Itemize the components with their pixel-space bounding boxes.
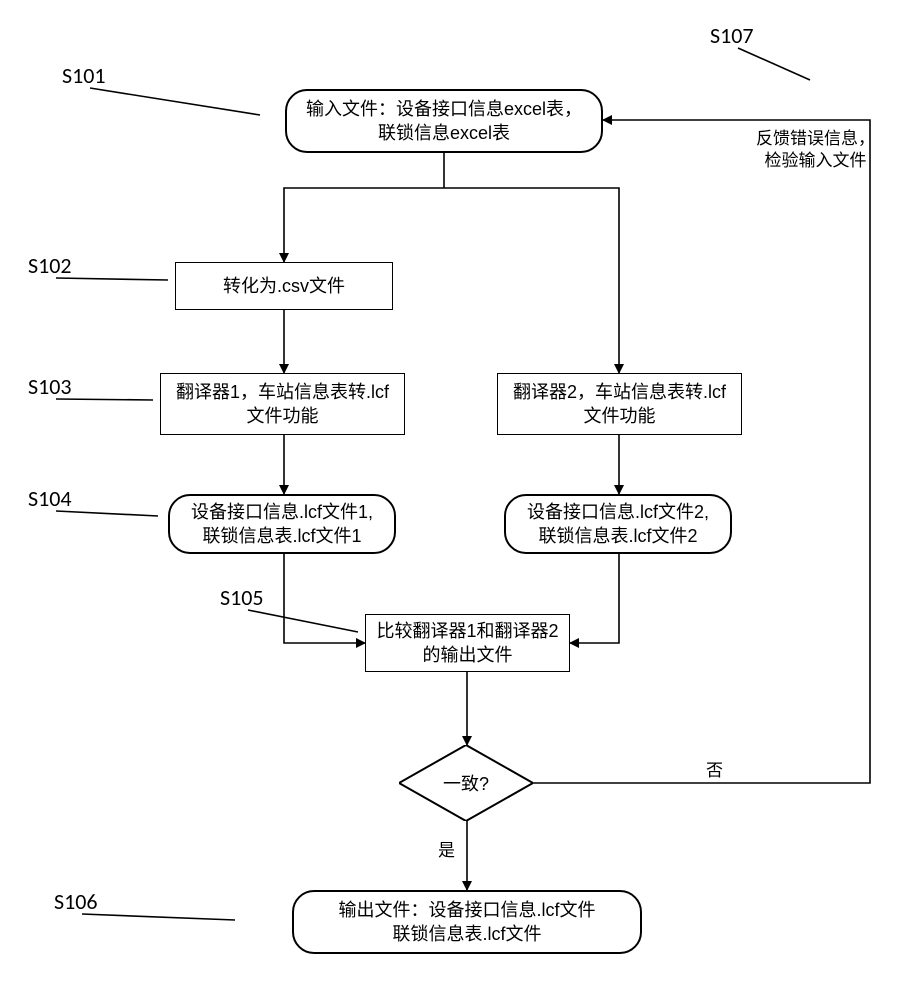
node-out-2: 设备接口信息.lcf文件2, 联锁信息表.lcf文件2	[504, 494, 732, 554]
node-compare: 比较翻译器1和翻译器2 的输出文件	[365, 614, 570, 672]
node-out-1: 设备接口信息.lcf文件1, 联锁信息表.lcf文件1	[168, 494, 396, 554]
decision-text: 一致?	[399, 745, 533, 821]
label-s103: S103	[28, 373, 72, 400]
label-s104: S104	[28, 485, 72, 512]
node-translator-1: 翻译器1，车站信息表转.lcf 文件功能	[160, 373, 405, 435]
node-decision: 一致?	[399, 745, 533, 821]
node-translator-2: 翻译器2，车站信息表转.lcf 文件功能	[497, 373, 742, 435]
annotation-yes: 是	[438, 840, 455, 862]
node-input: 输入文件：设备接口信息excel表， 联锁信息excel表	[285, 89, 603, 153]
label-s106: S106	[54, 888, 98, 915]
label-s101: S101	[62, 62, 106, 89]
annotation-feedback: 反馈错误信息， 检验输入文件	[756, 128, 875, 172]
label-s105: S105	[220, 584, 264, 611]
node-csv: 转化为.csv文件	[175, 262, 393, 310]
label-s107: S107	[710, 22, 754, 49]
label-s102: S102	[28, 252, 72, 279]
annotation-no: 否	[706, 760, 723, 782]
node-output: 输出文件：设备接口信息.lcf文件 联锁信息表.lcf文件	[292, 890, 642, 954]
